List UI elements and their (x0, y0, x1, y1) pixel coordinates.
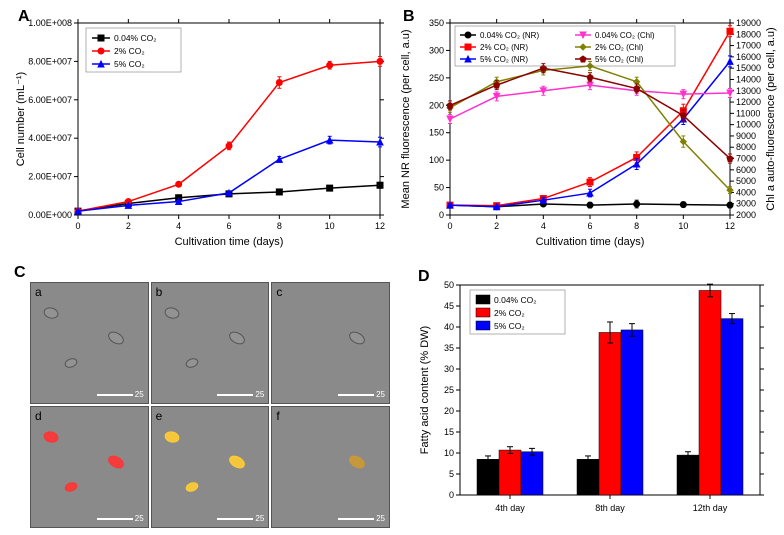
svg-text:6000: 6000 (736, 165, 756, 175)
svg-text:12: 12 (375, 221, 385, 231)
svg-text:15: 15 (444, 427, 454, 437)
svg-text:Fatty acid content (% DW): Fatty acid content (% DW) (419, 326, 431, 454)
svg-text:0.00E+000: 0.00E+000 (28, 210, 72, 220)
svg-text:50: 50 (434, 183, 444, 193)
svg-text:12: 12 (725, 221, 735, 231)
svg-text:2% CO₂: 2% CO₂ (114, 46, 145, 56)
svg-text:4: 4 (541, 221, 546, 231)
svg-text:12000: 12000 (736, 97, 761, 107)
svg-text:0: 0 (75, 221, 80, 231)
micrograph-a: a25 (30, 282, 149, 404)
svg-text:25: 25 (444, 385, 454, 395)
svg-text:40: 40 (444, 322, 454, 332)
svg-text:6: 6 (226, 221, 231, 231)
svg-text:0: 0 (447, 221, 452, 231)
svg-text:8: 8 (634, 221, 639, 231)
svg-text:45: 45 (444, 301, 454, 311)
svg-text:10: 10 (678, 221, 688, 231)
svg-text:20: 20 (444, 406, 454, 416)
svg-text:35: 35 (444, 343, 454, 353)
svg-text:8: 8 (277, 221, 282, 231)
svg-text:5000: 5000 (736, 176, 756, 186)
svg-text:16000: 16000 (736, 52, 761, 62)
svg-text:7000: 7000 (736, 154, 756, 164)
svg-text:3000: 3000 (736, 199, 756, 209)
panel-d-chart: 0 5 10 15 20 25 30 35 40 45 50 4th day 8th day 12th d… (410, 270, 770, 530)
micrograph-b: b25 (151, 282, 270, 404)
svg-text:Cultivation time (days): Cultivation time (days) (175, 236, 284, 248)
svg-text:5% CO₂ (Chl): 5% CO₂ (Chl) (595, 55, 644, 64)
svg-text:0.04% CO₂ (NR): 0.04% CO₂ (NR) (480, 31, 539, 40)
svg-text:250: 250 (429, 73, 444, 83)
svg-text:17000: 17000 (736, 41, 761, 51)
svg-text:2.00E+007: 2.00E+007 (28, 172, 72, 182)
svg-text:0.04% CO₂: 0.04% CO₂ (494, 295, 537, 305)
svg-text:15000: 15000 (736, 63, 761, 73)
svg-text:2: 2 (494, 221, 499, 231)
svg-text:5% CO₂: 5% CO₂ (114, 59, 145, 69)
svg-text:100: 100 (429, 155, 444, 165)
svg-text:8.00E+007: 8.00E+007 (28, 56, 72, 66)
svg-text:2% CO₂ (NR): 2% CO₂ (NR) (480, 43, 528, 52)
svg-text:0: 0 (449, 490, 454, 500)
svg-text:6: 6 (587, 221, 592, 231)
svg-text:8th day: 8th day (595, 503, 625, 513)
svg-text:30: 30 (444, 364, 454, 374)
svg-text:Cell number (mL⁻¹): Cell number (mL⁻¹) (15, 72, 27, 166)
svg-text:4: 4 (176, 221, 181, 231)
panel-a-chart: 0.00E+000 2.00E+007 4.00E+007 6.00E+007 8.00… (10, 5, 390, 255)
svg-text:Cultivation time (days): Cultivation time (days) (536, 236, 645, 248)
svg-text:Mean NR fluorescence (per cell: Mean NR fluorescence (per cell, a.u) (400, 29, 412, 208)
svg-text:4.00E+007: 4.00E+007 (28, 133, 72, 143)
svg-text:14000: 14000 (736, 74, 761, 84)
svg-text:5% CO₂: 5% CO₂ (494, 321, 525, 331)
panel-c-label: C (14, 264, 26, 282)
svg-text:350: 350 (429, 18, 444, 28)
svg-text:50: 50 (444, 280, 454, 290)
svg-text:19000: 19000 (736, 18, 761, 28)
svg-text:0: 0 (439, 210, 444, 220)
svg-text:2000: 2000 (736, 210, 756, 220)
svg-text:5: 5 (449, 469, 454, 479)
svg-text:13000: 13000 (736, 86, 761, 96)
svg-text:0.04% CO₂ (Chl): 0.04% CO₂ (Chl) (595, 31, 655, 40)
svg-text:10: 10 (325, 221, 335, 231)
svg-text:6.00E+007: 6.00E+007 (28, 95, 72, 105)
svg-text:1.00E+008: 1.00E+008 (28, 18, 72, 28)
svg-text:5% CO₂ (NR): 5% CO₂ (NR) (480, 55, 528, 64)
panel-c-grid: a25b25c25 d25e25f25 (30, 282, 390, 528)
svg-text:Chl a auto-fluorescence (per c: Chl a auto-fluorescence (per cell, a.u) (765, 27, 777, 210)
svg-text:2% CO₂ (Chl): 2% CO₂ (Chl) (595, 43, 644, 52)
micrograph-c: c25 (271, 282, 390, 404)
svg-text:9000: 9000 (736, 131, 756, 141)
svg-text:4000: 4000 (736, 187, 756, 197)
svg-text:150: 150 (429, 128, 444, 138)
micrograph-e: e25 (151, 406, 270, 528)
svg-text:10000: 10000 (736, 120, 761, 130)
micrograph-d: d25 (30, 406, 149, 528)
svg-text:12th day: 12th day (693, 503, 728, 513)
panel-b-chart: 0501001502002503003502000300040005000600… (395, 5, 780, 255)
svg-text:10: 10 (444, 448, 454, 458)
svg-text:11000: 11000 (736, 108, 760, 118)
micrograph-f: f25 (271, 406, 390, 528)
svg-text:2% CO₂: 2% CO₂ (494, 308, 525, 318)
svg-text:18000: 18000 (736, 29, 761, 39)
svg-text:0.04% CO₂: 0.04% CO₂ (114, 33, 157, 43)
svg-text:4th day: 4th day (495, 503, 525, 513)
svg-text:200: 200 (429, 100, 444, 110)
svg-text:8000: 8000 (736, 142, 756, 152)
svg-text:2: 2 (126, 221, 131, 231)
svg-text:300: 300 (429, 45, 444, 55)
